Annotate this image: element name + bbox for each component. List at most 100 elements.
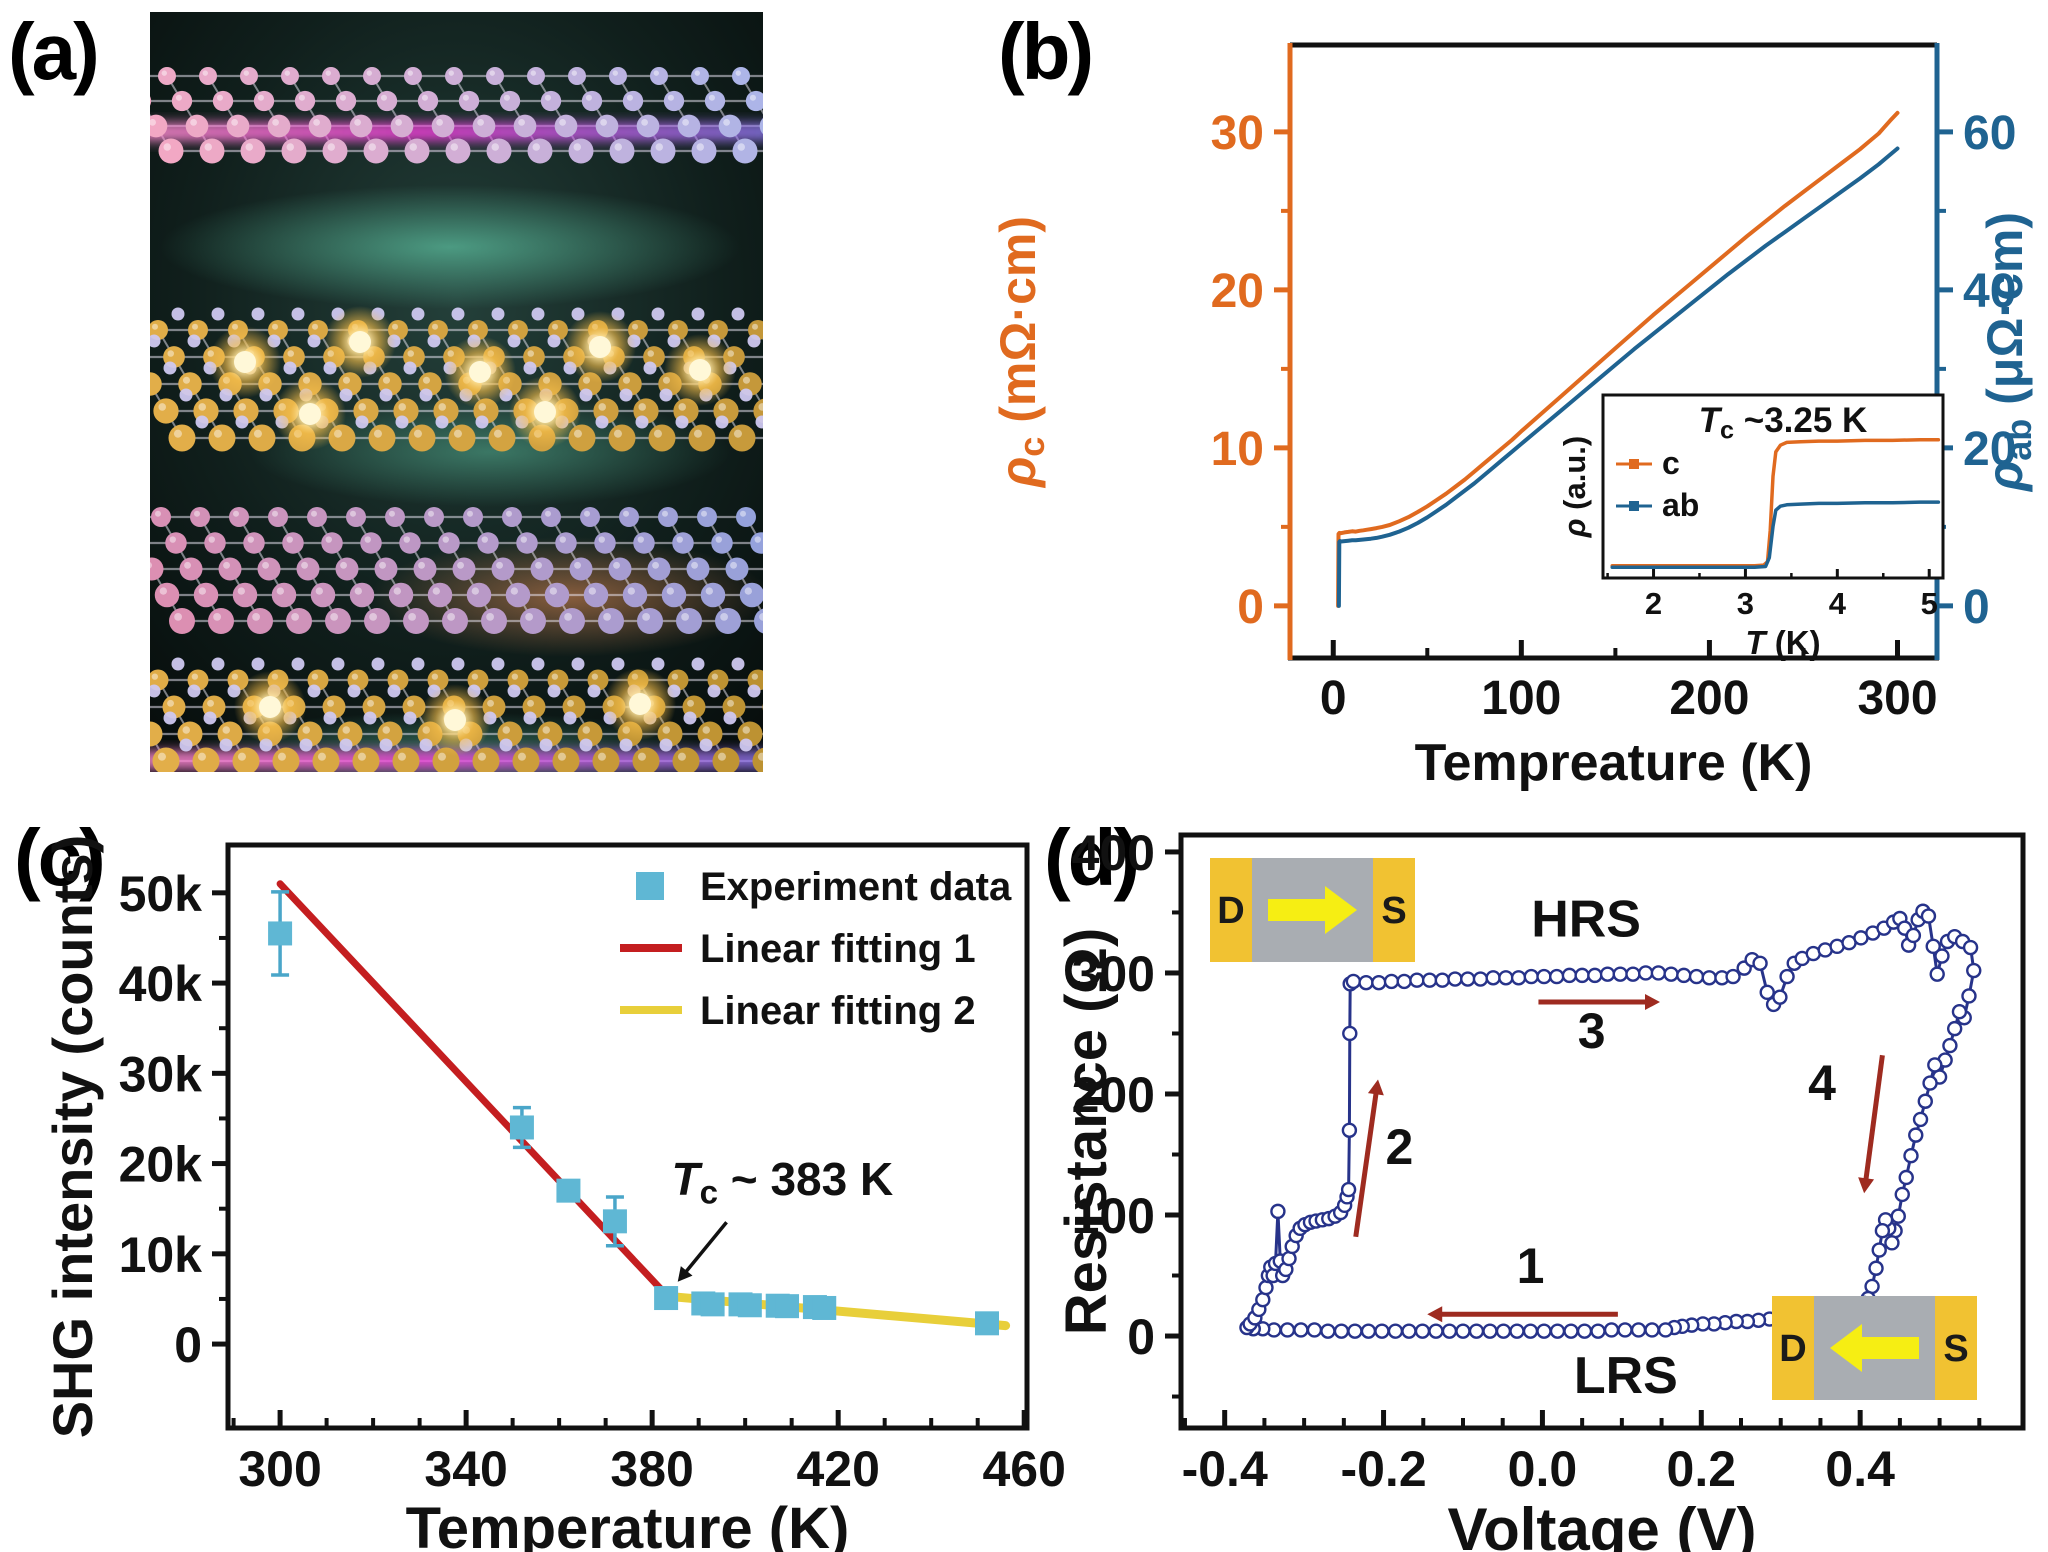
atom-highlight: [167, 350, 174, 357]
device-drain-label: D: [1779, 1328, 1806, 1370]
lattice-atom: [427, 582, 453, 608]
lattice-atom-top: [163, 711, 177, 725]
lattice-atom: [752, 747, 763, 772]
exciton-orb-core: [444, 709, 466, 731]
atom-highlight: [245, 143, 253, 151]
data-marker: [1293, 1322, 1309, 1338]
data-marker: [1752, 955, 1768, 971]
lattice-atom: [686, 557, 710, 581]
data-marker: [1306, 1322, 1323, 1338]
atom-highlight: [197, 752, 206, 761]
atom-highlight: [403, 536, 410, 543]
atom-highlight: [351, 673, 358, 680]
atom-highlight: [559, 118, 566, 126]
atom-highlight: [708, 94, 715, 101]
panel-d-hysteresis-chart: -0.4 -0.2 0.0 0.2 0.4 0 100 200 300 400 HRS LRS 1 2 3 4…: [1060, 825, 2026, 1552]
atom-highlight: [535, 561, 542, 569]
atom-highlight: [311, 510, 317, 517]
lattice-atom: [171, 90, 193, 112]
atom-highlight: [202, 70, 208, 76]
atom-highlight: [545, 510, 551, 517]
lattice-atom: [268, 507, 288, 527]
lattice-atom: [481, 608, 507, 634]
lattice-atom: [520, 608, 546, 634]
lattice-atom-top: [699, 738, 713, 752]
lattice-atom: [165, 532, 187, 554]
lattice-atom: [725, 557, 749, 581]
atom-highlight: [421, 94, 429, 101]
lattice-atom: [661, 582, 687, 608]
atom-highlight: [557, 752, 566, 761]
right-axis-label: ρab (μΩ·cm): [1977, 212, 2039, 493]
data-point: [509, 1115, 534, 1140]
atom-highlight: [301, 561, 308, 569]
lattice-atom-top: [355, 415, 369, 429]
atom-highlight: [544, 94, 551, 101]
data-marker: [1587, 967, 1603, 984]
lattice-atom-top: [731, 657, 745, 671]
lattice-atom: [658, 507, 678, 527]
lattice-atom-top: [651, 307, 665, 321]
atom-highlight: [173, 429, 182, 438]
sweep-step-2: 2: [1386, 1119, 1414, 1175]
atom-highlight: [272, 118, 279, 126]
lattice-atom: [267, 114, 291, 138]
tc-annotation: Tc ~ 383 K: [672, 1153, 894, 1211]
data-marker: [1396, 973, 1412, 990]
lattice-atom: [569, 557, 593, 581]
lattice-atom: [486, 138, 512, 164]
atom-highlight: [342, 376, 350, 384]
lattice-atom-top: [651, 657, 665, 671]
right-tick-label: 40: [1963, 265, 2016, 318]
lattice-atom: [208, 424, 236, 452]
x-tick-label: -0.2: [1340, 1441, 1426, 1497]
data-marker: [1759, 984, 1775, 1001]
atom-highlight: [182, 726, 190, 734]
lattice-atom-top: [683, 711, 697, 725]
atom-highlight: [407, 70, 413, 76]
atom-highlight: [413, 429, 423, 438]
lattice-atom: [325, 608, 351, 634]
data-marker: [1536, 968, 1552, 985]
lattice-atom-top: [363, 711, 377, 725]
data-marker: [1258, 1279, 1274, 1296]
sweep-step-1: 1: [1517, 1238, 1545, 1294]
atom-highlight: [486, 612, 494, 621]
lattice-atom: [466, 582, 492, 608]
atom-highlight: [174, 612, 182, 621]
plot-frame: [1178, 832, 2026, 1431]
lattice-atom-top: [747, 334, 761, 348]
atom-highlight: [518, 118, 525, 126]
green-glow: [250, 397, 730, 507]
data-marker: [1951, 1003, 1968, 1020]
data-marker: [1625, 966, 1641, 982]
device-source-label: S: [1381, 890, 1406, 932]
data-point: [268, 921, 293, 946]
lattice-atom: [243, 532, 265, 554]
atom-highlight: [284, 70, 290, 76]
lattice-atom-top: [195, 415, 209, 429]
atom-highlight: [272, 323, 278, 330]
lattice-atom: [672, 747, 700, 772]
data-marker: [1962, 939, 1979, 956]
lattice-atom-top: [179, 738, 193, 752]
lattice-atom-top: [211, 307, 225, 321]
lattice-atom-top: [331, 657, 345, 671]
atom-highlight: [431, 673, 438, 680]
data-marker: [1676, 967, 1692, 984]
lattice-atom: [580, 507, 600, 527]
data-marker: [1688, 968, 1705, 985]
atom-highlight: [662, 510, 668, 517]
lattice-atom: [282, 532, 304, 554]
atom-highlight: [277, 752, 286, 761]
atom-highlight: [542, 726, 550, 734]
data-marker: [1617, 1322, 1633, 1338]
data-marker: [1576, 1323, 1593, 1339]
lattice-atom-top: [403, 711, 417, 725]
lattice-atom: [226, 114, 250, 138]
atom-highlight: [358, 403, 366, 411]
legend-label: Experiment data: [700, 865, 1012, 909]
lattice-atom: [417, 90, 439, 112]
atom-highlight: [418, 561, 425, 569]
